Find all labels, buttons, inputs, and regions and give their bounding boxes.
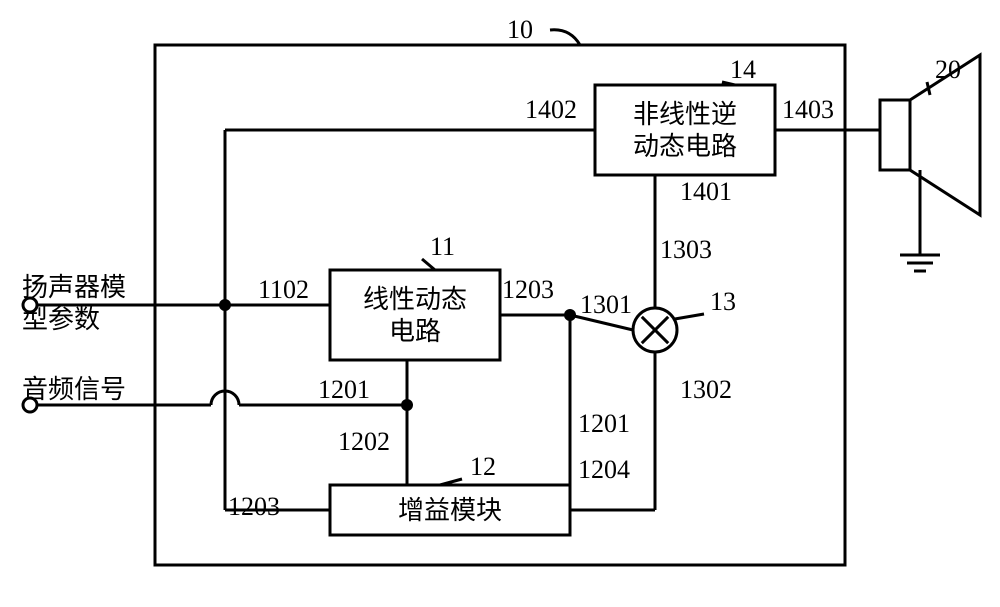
wire-label-1403: 1403 — [782, 95, 834, 124]
speaker-body — [880, 100, 910, 170]
block-nonlin-line2: 动态电路 — [633, 132, 737, 161]
input-top-label-1: 扬声器模 — [22, 273, 126, 302]
mixer-num: 13 — [710, 287, 736, 316]
wire-label-1102: 1102 — [258, 275, 309, 304]
wire-label-1204: 1204 — [578, 455, 630, 484]
block-nonlinear — [595, 85, 775, 175]
wire-label-1401: 1401 — [680, 177, 732, 206]
block-gain-num: 12 — [470, 452, 496, 481]
wire-label-1201: 1201 — [578, 409, 630, 438]
terminal-bot — [23, 398, 37, 412]
wire-label-1303: 1303 — [660, 235, 712, 264]
block-gain-line1: 增益模块 — [398, 496, 502, 525]
lead-10 — [550, 30, 580, 45]
wire-label-1301: 1301 — [580, 290, 632, 319]
wire-label-1302: 1302 — [680, 375, 732, 404]
block-linear — [330, 270, 500, 360]
block-nonlin-line1: 非线性逆 — [633, 100, 737, 129]
block-linear-num: 11 — [430, 232, 455, 261]
input-bot-label: 音频信号 — [22, 375, 126, 404]
wire-label-1201: 1201 — [318, 375, 370, 404]
speaker-num: 20 — [935, 55, 961, 84]
block-linear-line2: 电路 — [389, 317, 441, 346]
wire-label-1202: 1202 — [338, 427, 390, 456]
outer-box-label: 10 — [507, 15, 533, 44]
wire-label-1203: 1203 — [502, 275, 554, 304]
block-linear-line1: 线性动态 — [363, 285, 467, 314]
terminal-top — [23, 298, 37, 312]
wire-label-1402: 1402 — [525, 95, 577, 124]
wire-label-1203: 1203 — [228, 492, 280, 521]
block-nonlin-num: 14 — [730, 55, 756, 84]
